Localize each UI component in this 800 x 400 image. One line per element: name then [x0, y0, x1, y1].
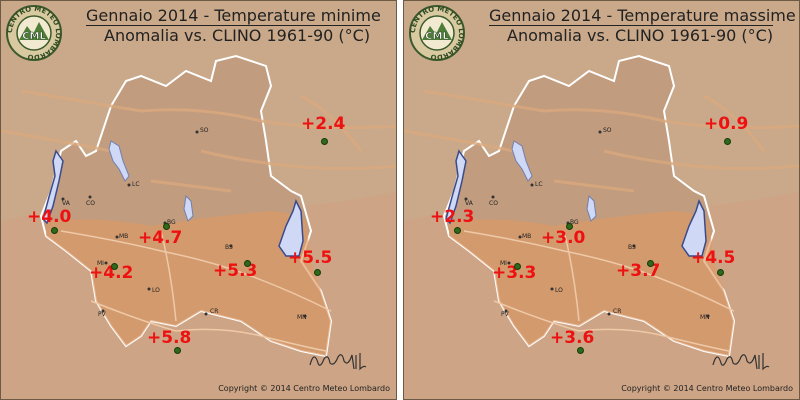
city-label-mb: MB: [119, 233, 129, 240]
svg-text:CML: CML: [425, 31, 449, 42]
signature: [711, 345, 771, 375]
city-label-so: SO: [200, 127, 209, 134]
lombardy-map: [1, 1, 396, 399]
copyright: Copyright © 2014 Centro Meteo Lombardo: [218, 384, 390, 393]
city-label-lc: LC: [535, 181, 543, 188]
city-label-lo: LO: [555, 287, 563, 294]
city-label-lc: LC: [132, 181, 140, 188]
panel-subtitle: Anomalia vs. CLINO 1961-90 (°C): [507, 26, 774, 45]
station-marker: [724, 138, 731, 145]
station-marker: [577, 347, 584, 354]
lake-garda: [681, 198, 707, 257]
anomaly-label: +3.3: [492, 263, 537, 283]
city-label-bs: BS: [225, 244, 233, 251]
station-marker: [566, 223, 573, 230]
city-label-mi: MI: [97, 260, 104, 267]
anomaly-label: +4.2: [89, 263, 134, 283]
city-label-co: CO: [489, 200, 498, 207]
lombardy-map: [404, 1, 799, 399]
station-marker: [647, 260, 654, 267]
anomaly-label: +4.5: [691, 248, 736, 268]
lake-iseo: [586, 194, 597, 222]
station-marker: [244, 260, 251, 267]
lake-maggiore: [445, 149, 467, 225]
station-marker: [111, 263, 118, 270]
anomaly-label: +3.6: [550, 328, 595, 348]
station-marker: [454, 227, 461, 234]
station-marker: [174, 347, 181, 354]
copyright: Copyright © 2014 Centro Meteo Lombardo: [621, 384, 793, 393]
lake-como: [511, 140, 533, 182]
panel-title: Gennaio 2014 - Temperature massime: [489, 6, 796, 25]
svg-text:CML: CML: [22, 31, 46, 42]
lake-maggiore: [42, 149, 64, 225]
station-marker: [51, 227, 58, 234]
city-label-bs: BS: [628, 244, 636, 251]
anomaly-label: +4.7: [138, 228, 183, 248]
signature: [308, 345, 368, 375]
city-label-cr: CR: [613, 308, 622, 315]
anomaly-label: +4.0: [27, 207, 72, 227]
anomaly-label: +0.9: [704, 114, 749, 134]
lake-iseo: [183, 194, 194, 222]
city-label-mi: MI: [500, 260, 507, 267]
city-label-pv: PV: [98, 311, 106, 318]
station-marker: [717, 269, 724, 276]
city-label-mn: MN: [297, 314, 307, 321]
city-label-va: VA: [465, 200, 473, 207]
map-panel-min: CENTRO METEO LOMBARDO CML Gennaio 2014 -…: [0, 0, 397, 400]
city-label-cr: CR: [210, 308, 219, 315]
cml-logo: CENTRO METEO LOMBARDO CML: [5, 4, 63, 62]
panel-title: Gennaio 2014 - Temperature minime: [86, 6, 381, 25]
lake-como: [108, 140, 130, 182]
city-label-pv: PV: [501, 311, 509, 318]
anomaly-label: +2.3: [430, 207, 475, 227]
anomaly-label: +5.8: [147, 328, 192, 348]
city-label-va: VA: [62, 200, 70, 207]
title-rule: [489, 25, 773, 26]
title-rule: [86, 25, 370, 26]
anomaly-label: +5.5: [288, 248, 333, 268]
panel-subtitle: Anomalia vs. CLINO 1961-90 (°C): [104, 26, 371, 45]
anomaly-label: +3.0: [541, 228, 586, 248]
city-label-co: CO: [86, 200, 95, 207]
station-marker: [163, 223, 170, 230]
city-label-so: SO: [603, 127, 612, 134]
station-marker: [514, 263, 521, 270]
anomaly-label: +2.4: [301, 114, 346, 134]
city-label-mn: MN: [700, 314, 710, 321]
lake-garda: [278, 198, 304, 257]
city-label-bg: BG: [167, 219, 176, 226]
station-marker: [321, 138, 328, 145]
city-label-lo: LO: [152, 287, 160, 294]
city-label-bg: BG: [570, 219, 579, 226]
map-panel-max: CENTRO METEO LOMBARDO CML Gennaio 2014 -…: [403, 0, 800, 400]
cml-logo: CENTRO METEO LOMBARDO CML: [408, 4, 466, 62]
city-label-mb: MB: [522, 233, 532, 240]
station-marker: [314, 269, 321, 276]
